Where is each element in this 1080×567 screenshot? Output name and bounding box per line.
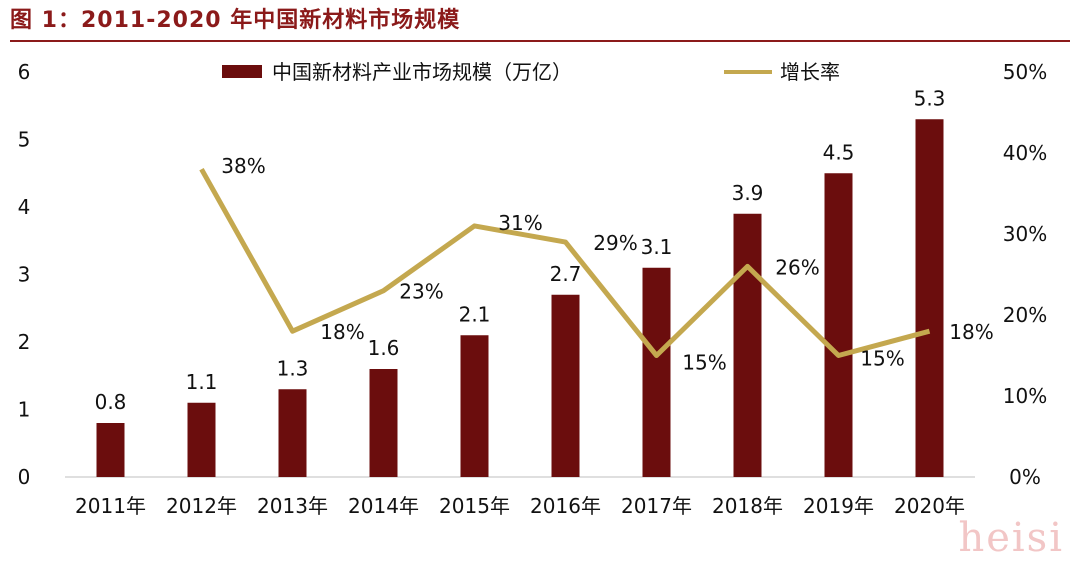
bar-value-label: 2.7 <box>550 262 582 286</box>
bar <box>642 267 671 477</box>
growth-value-label: 26% <box>775 255 819 279</box>
right-y-axis: 0% 10% 20% 30% 40% 50% <box>1003 60 1047 489</box>
legend: 中国新材料产业市场规模（万亿） 增长率 <box>222 60 840 84</box>
bar-value-label: 4.5 <box>823 140 855 164</box>
bar <box>460 335 489 477</box>
left-tick-label: 2 <box>18 330 31 354</box>
growth-value-label: 31% <box>498 211 542 235</box>
legend-label-line: 增长率 <box>780 60 840 84</box>
watermark: heisi <box>958 515 1064 561</box>
growth-line-series <box>199 167 931 358</box>
left-tick-label: 6 <box>18 60 31 84</box>
left-tick-label: 3 <box>18 263 31 287</box>
bar-value-label: 0.8 <box>95 390 127 414</box>
x-tick-label: 2017年 <box>621 494 692 518</box>
bar <box>369 369 398 477</box>
growth-value-label: 23% <box>399 280 443 304</box>
figure-title: 图 1：2011-2020 年中国新材料市场规模 <box>10 8 461 33</box>
x-tick-label: 2015年 <box>439 494 510 518</box>
bar-value-label: 1.6 <box>368 336 400 360</box>
legend-swatch-bar <box>222 65 262 78</box>
x-tick-label: 2011年 <box>75 494 146 518</box>
right-tick-label: 0% <box>1009 465 1041 489</box>
left-tick-label: 5 <box>18 128 31 152</box>
growth-value-label: 15% <box>860 347 904 371</box>
right-tick-label: 20% <box>1003 303 1047 327</box>
growth-value-label: 15% <box>682 351 726 375</box>
bar <box>733 213 762 477</box>
bar <box>915 119 944 477</box>
bar-value-labels: 0.8 1.1 1.3 1.6 2.1 2.7 3.1 3.9 4.5 5.3 <box>95 86 946 414</box>
right-tick-label: 30% <box>1003 222 1047 246</box>
bar <box>551 294 580 477</box>
bar-value-label: 3.9 <box>732 181 764 205</box>
bar-value-label: 1.3 <box>277 356 309 380</box>
left-tick-label: 1 <box>18 398 31 422</box>
growth-value-label: 18% <box>949 320 993 344</box>
x-tick-label: 2019年 <box>803 494 874 518</box>
growth-line <box>199 167 931 358</box>
bar-value-label: 2.1 <box>459 302 491 326</box>
x-tick-label: 2018年 <box>712 494 783 518</box>
growth-value-label: 38% <box>221 154 265 178</box>
x-tick-label: 2020年 <box>894 494 965 518</box>
bar-series <box>96 119 944 477</box>
growth-value-label: 18% <box>320 320 364 344</box>
left-y-axis: 0 1 2 3 4 5 6 <box>18 60 31 489</box>
right-tick-label: 40% <box>1003 141 1047 165</box>
bar-value-label: 5.3 <box>914 86 946 110</box>
legend-label-bar: 中国新材料产业市场规模（万亿） <box>272 60 572 84</box>
bar <box>96 423 125 477</box>
growth-value-label: 29% <box>593 231 637 255</box>
left-tick-label: 4 <box>18 195 31 219</box>
bar <box>824 173 853 477</box>
right-tick-label: 50% <box>1003 60 1047 84</box>
bar-value-label: 1.1 <box>186 370 218 394</box>
bar <box>278 389 307 477</box>
growth-value-labels: 38% 18% 23% 31% 29% 15% 26% 15% 18% <box>221 154 993 374</box>
x-tick-label: 2013年 <box>257 494 328 518</box>
x-tick-label: 2012年 <box>166 494 237 518</box>
x-tick-label: 2016年 <box>530 494 601 518</box>
title-divider <box>10 40 1070 42</box>
bar-value-label: 3.1 <box>641 235 673 259</box>
right-tick-label: 10% <box>1003 384 1047 408</box>
x-tick-label: 2014年 <box>348 494 419 518</box>
left-tick-label: 0 <box>18 465 31 489</box>
x-axis: 2011年 2012年 2013年 2014年 2015年 2016年 2017年 2018年… <box>65 476 975 518</box>
bar <box>187 402 216 477</box>
